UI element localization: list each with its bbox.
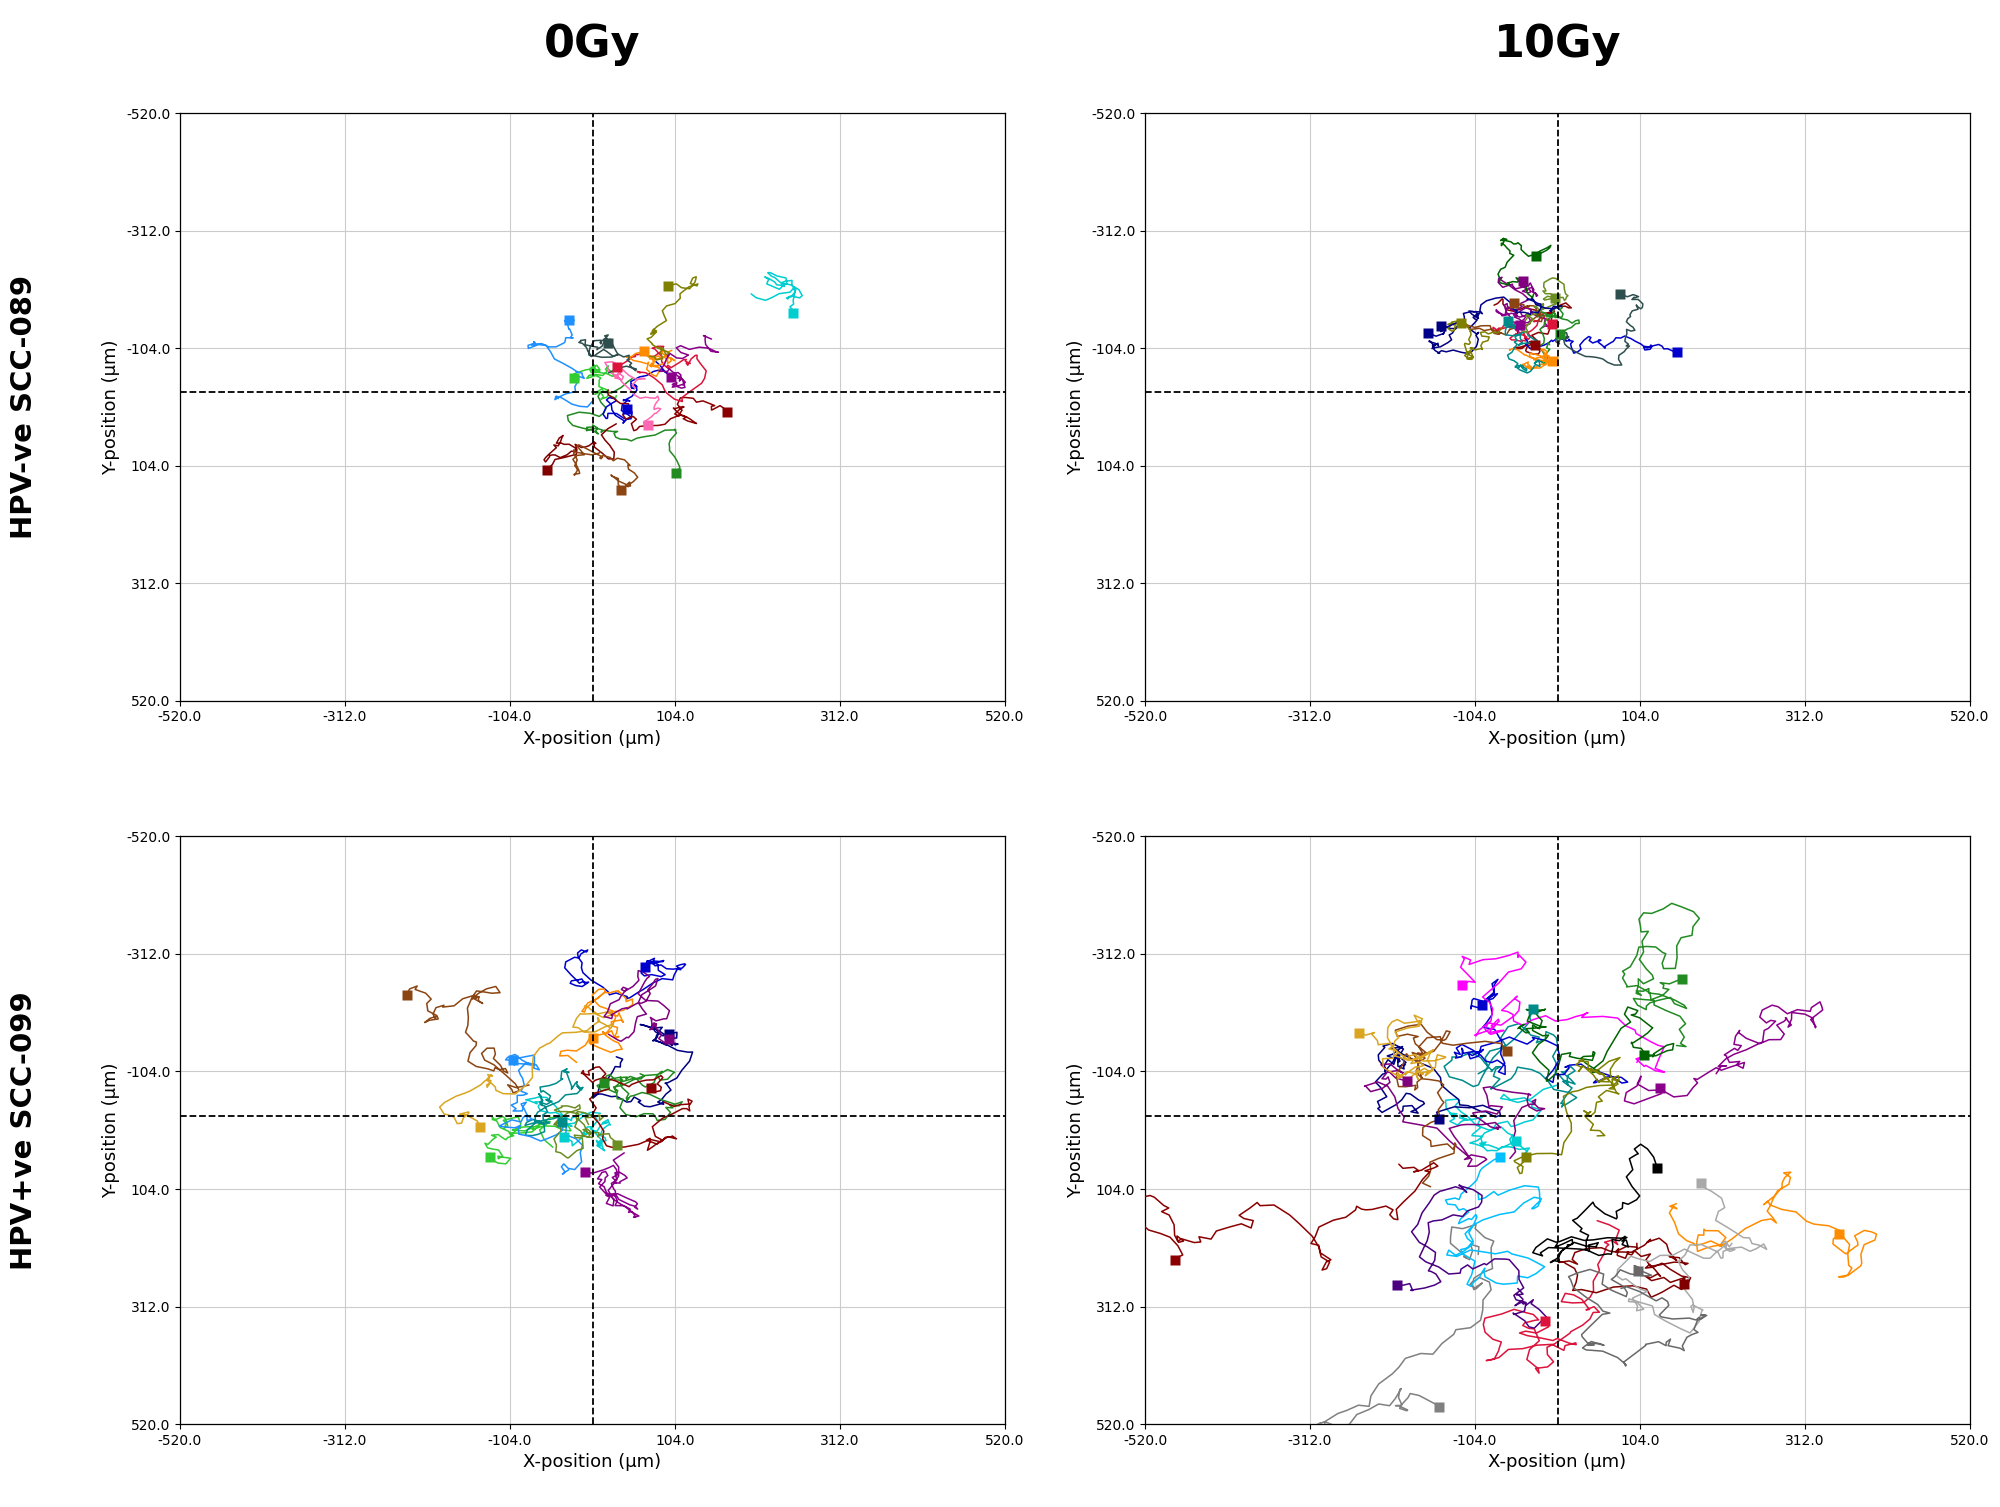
Text: 0Gy: 0Gy [544,23,640,66]
Text: HPV+ve SCC-099: HPV+ve SCC-099 [10,992,38,1269]
X-axis label: X-position (μm): X-position (μm) [524,1453,662,1471]
X-axis label: X-position (μm): X-position (μm) [1488,1453,1626,1471]
Y-axis label: Y-position (μm): Y-position (μm) [102,1062,120,1198]
Y-axis label: Y-position (μm): Y-position (μm) [102,339,120,475]
Y-axis label: Y-position (μm): Y-position (μm) [1068,1062,1086,1198]
X-axis label: X-position (μm): X-position (μm) [524,729,662,747]
Text: 10Gy: 10Gy [1494,23,1622,66]
Text: HPV-ve SCC-089: HPV-ve SCC-089 [10,274,38,540]
X-axis label: X-position (μm): X-position (μm) [1488,729,1626,747]
Y-axis label: Y-position (μm): Y-position (μm) [1068,339,1086,475]
